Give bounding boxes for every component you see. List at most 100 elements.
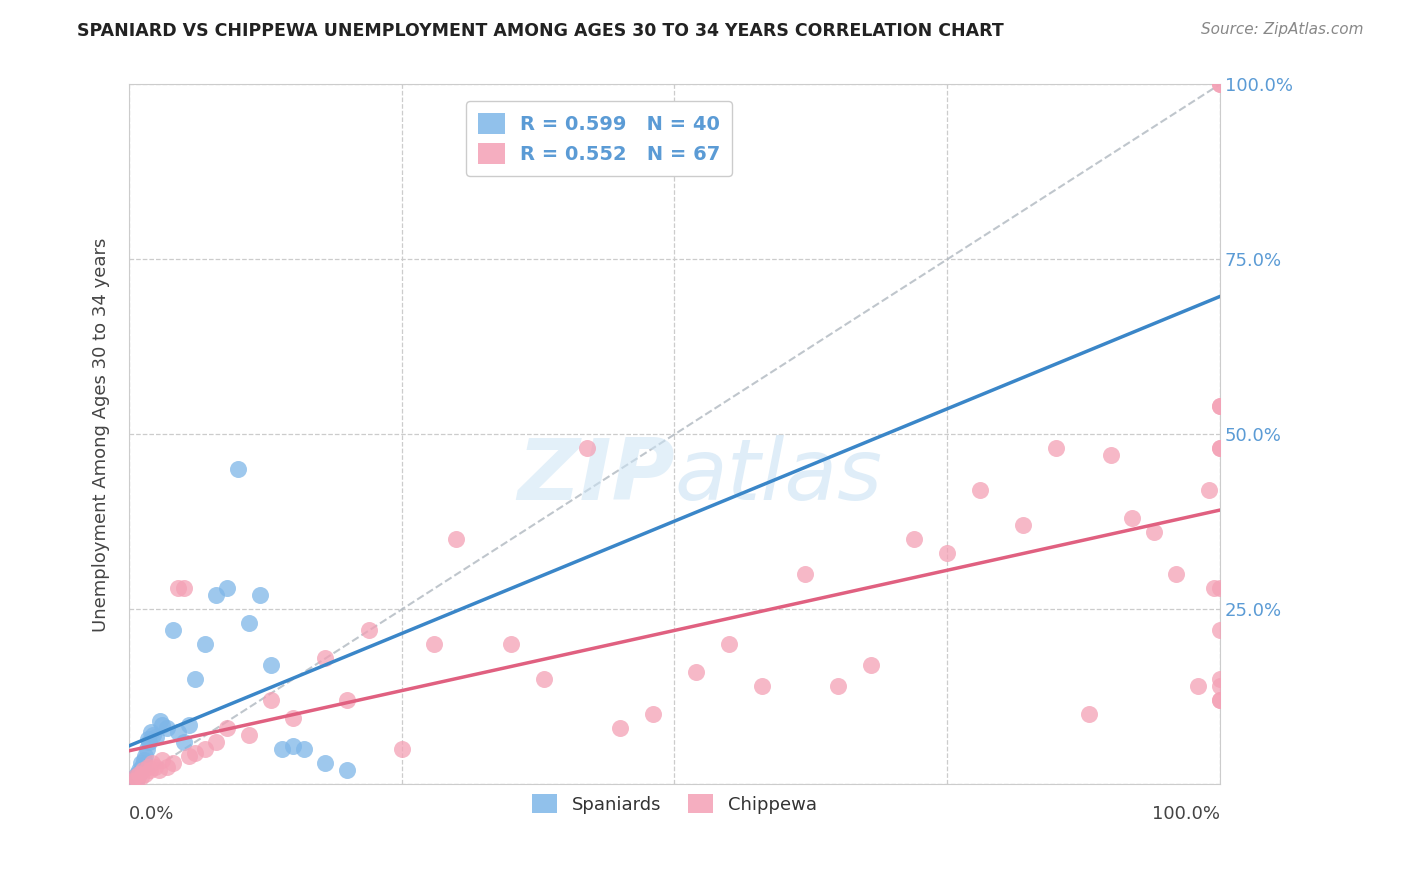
Point xyxy=(1198,483,1220,498)
Point xyxy=(167,582,190,596)
Point xyxy=(576,442,599,456)
Point xyxy=(142,728,165,742)
Point xyxy=(1143,525,1166,540)
Point xyxy=(127,769,149,783)
Text: ZIP: ZIP xyxy=(517,435,675,518)
Point xyxy=(1209,582,1232,596)
Text: atlas: atlas xyxy=(675,435,883,518)
Point xyxy=(132,764,155,778)
Point xyxy=(122,772,145,786)
Point xyxy=(205,735,228,749)
Point xyxy=(194,637,217,651)
Point xyxy=(183,746,205,760)
Point xyxy=(134,753,156,767)
Point xyxy=(135,742,157,756)
Point xyxy=(173,735,195,749)
Point xyxy=(1209,400,1232,414)
Point xyxy=(205,589,228,603)
Point xyxy=(134,767,156,781)
Point xyxy=(1204,582,1226,596)
Point xyxy=(270,742,292,756)
Point xyxy=(794,567,817,582)
Point xyxy=(125,767,148,781)
Point xyxy=(249,589,271,603)
Point xyxy=(609,722,631,736)
Point xyxy=(336,764,359,778)
Point xyxy=(685,665,707,680)
Text: 0.0%: 0.0% xyxy=(129,805,174,823)
Point xyxy=(173,582,195,596)
Point xyxy=(260,658,283,673)
Point xyxy=(194,742,217,756)
Point xyxy=(903,533,925,547)
Point xyxy=(162,624,184,638)
Point xyxy=(1099,449,1122,463)
Point xyxy=(128,767,150,781)
Point xyxy=(1164,567,1187,582)
Point xyxy=(124,773,146,788)
Point xyxy=(132,757,155,772)
Point xyxy=(1209,442,1232,456)
Point xyxy=(446,533,468,547)
Point xyxy=(217,722,239,736)
Point xyxy=(827,680,849,694)
Point xyxy=(177,749,200,764)
Point xyxy=(1209,680,1232,694)
Point xyxy=(391,742,413,756)
Point xyxy=(145,730,167,744)
Point xyxy=(1209,673,1232,687)
Point xyxy=(226,462,249,476)
Point xyxy=(156,760,179,774)
Point xyxy=(1209,624,1232,638)
Point xyxy=(336,693,359,707)
Point xyxy=(129,764,152,779)
Point xyxy=(281,739,304,753)
Point xyxy=(120,773,142,788)
Point xyxy=(149,714,172,729)
Text: Source: ZipAtlas.com: Source: ZipAtlas.com xyxy=(1201,22,1364,37)
Point xyxy=(1187,680,1209,694)
Point xyxy=(183,673,205,687)
Point xyxy=(314,756,336,771)
Point xyxy=(238,728,260,742)
Point xyxy=(1209,78,1232,92)
Point xyxy=(936,546,959,560)
Point xyxy=(167,725,190,739)
Point xyxy=(162,756,184,771)
Point xyxy=(138,735,160,749)
Point xyxy=(131,760,153,774)
Point xyxy=(129,756,152,771)
Legend: Spaniards, Chippewa: Spaniards, Chippewa xyxy=(522,783,828,824)
Y-axis label: Unemployment Among Ages 30 to 34 years: Unemployment Among Ages 30 to 34 years xyxy=(93,237,110,632)
Point xyxy=(423,637,446,651)
Point xyxy=(1012,518,1035,533)
Point xyxy=(314,651,336,665)
Point xyxy=(533,673,555,687)
Point xyxy=(1121,511,1143,525)
Point xyxy=(150,753,173,767)
Point xyxy=(1209,78,1232,92)
Point xyxy=(134,749,156,764)
Point xyxy=(124,771,146,785)
Text: SPANIARD VS CHIPPEWA UNEMPLOYMENT AMONG AGES 30 TO 34 YEARS CORRELATION CHART: SPANIARD VS CHIPPEWA UNEMPLOYMENT AMONG … xyxy=(77,22,1004,40)
Point xyxy=(499,637,522,651)
Point xyxy=(1209,693,1232,707)
Point xyxy=(121,775,143,789)
Point xyxy=(139,764,162,778)
Point xyxy=(150,718,173,732)
Point xyxy=(292,742,315,756)
Point xyxy=(238,616,260,631)
Point xyxy=(124,771,146,785)
Point xyxy=(1077,707,1099,722)
Point xyxy=(156,722,179,736)
Point xyxy=(128,764,150,778)
Point xyxy=(143,760,166,774)
Point xyxy=(121,773,143,788)
Point xyxy=(641,707,664,722)
Point xyxy=(1209,442,1232,456)
Point xyxy=(217,582,239,596)
Point xyxy=(717,637,740,651)
Point xyxy=(260,693,283,707)
Point xyxy=(125,772,148,786)
Point xyxy=(751,680,773,694)
